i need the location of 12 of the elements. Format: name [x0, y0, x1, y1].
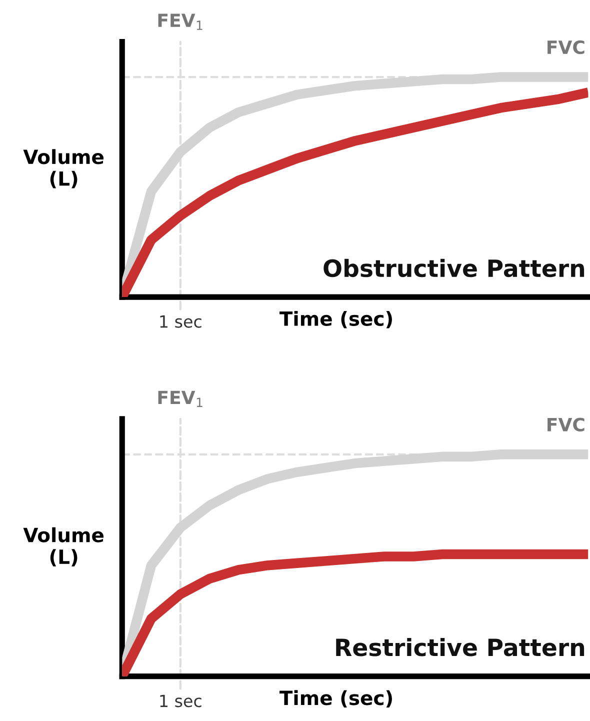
text: 1 sec [160, 315, 202, 328]
y-axis-title: Volume (L) [23, 149, 104, 188]
text: Restrictive Pattern [336, 638, 584, 656]
x-axis-title: Time (sec) [280, 310, 392, 328]
text: FEV$_{1}$ [158, 14, 202, 30]
y-axis-title: Volume (L) [23, 527, 104, 566]
text: Obstructive Pattern [324, 258, 584, 278]
text: 1 sec [160, 694, 202, 708]
x-axis-title: Time (sec) [280, 690, 392, 708]
text: FEV$_{1}$ [158, 390, 202, 407]
ref-line-label: FVC [548, 418, 584, 432]
ref-line-label: FVC [548, 40, 584, 54]
